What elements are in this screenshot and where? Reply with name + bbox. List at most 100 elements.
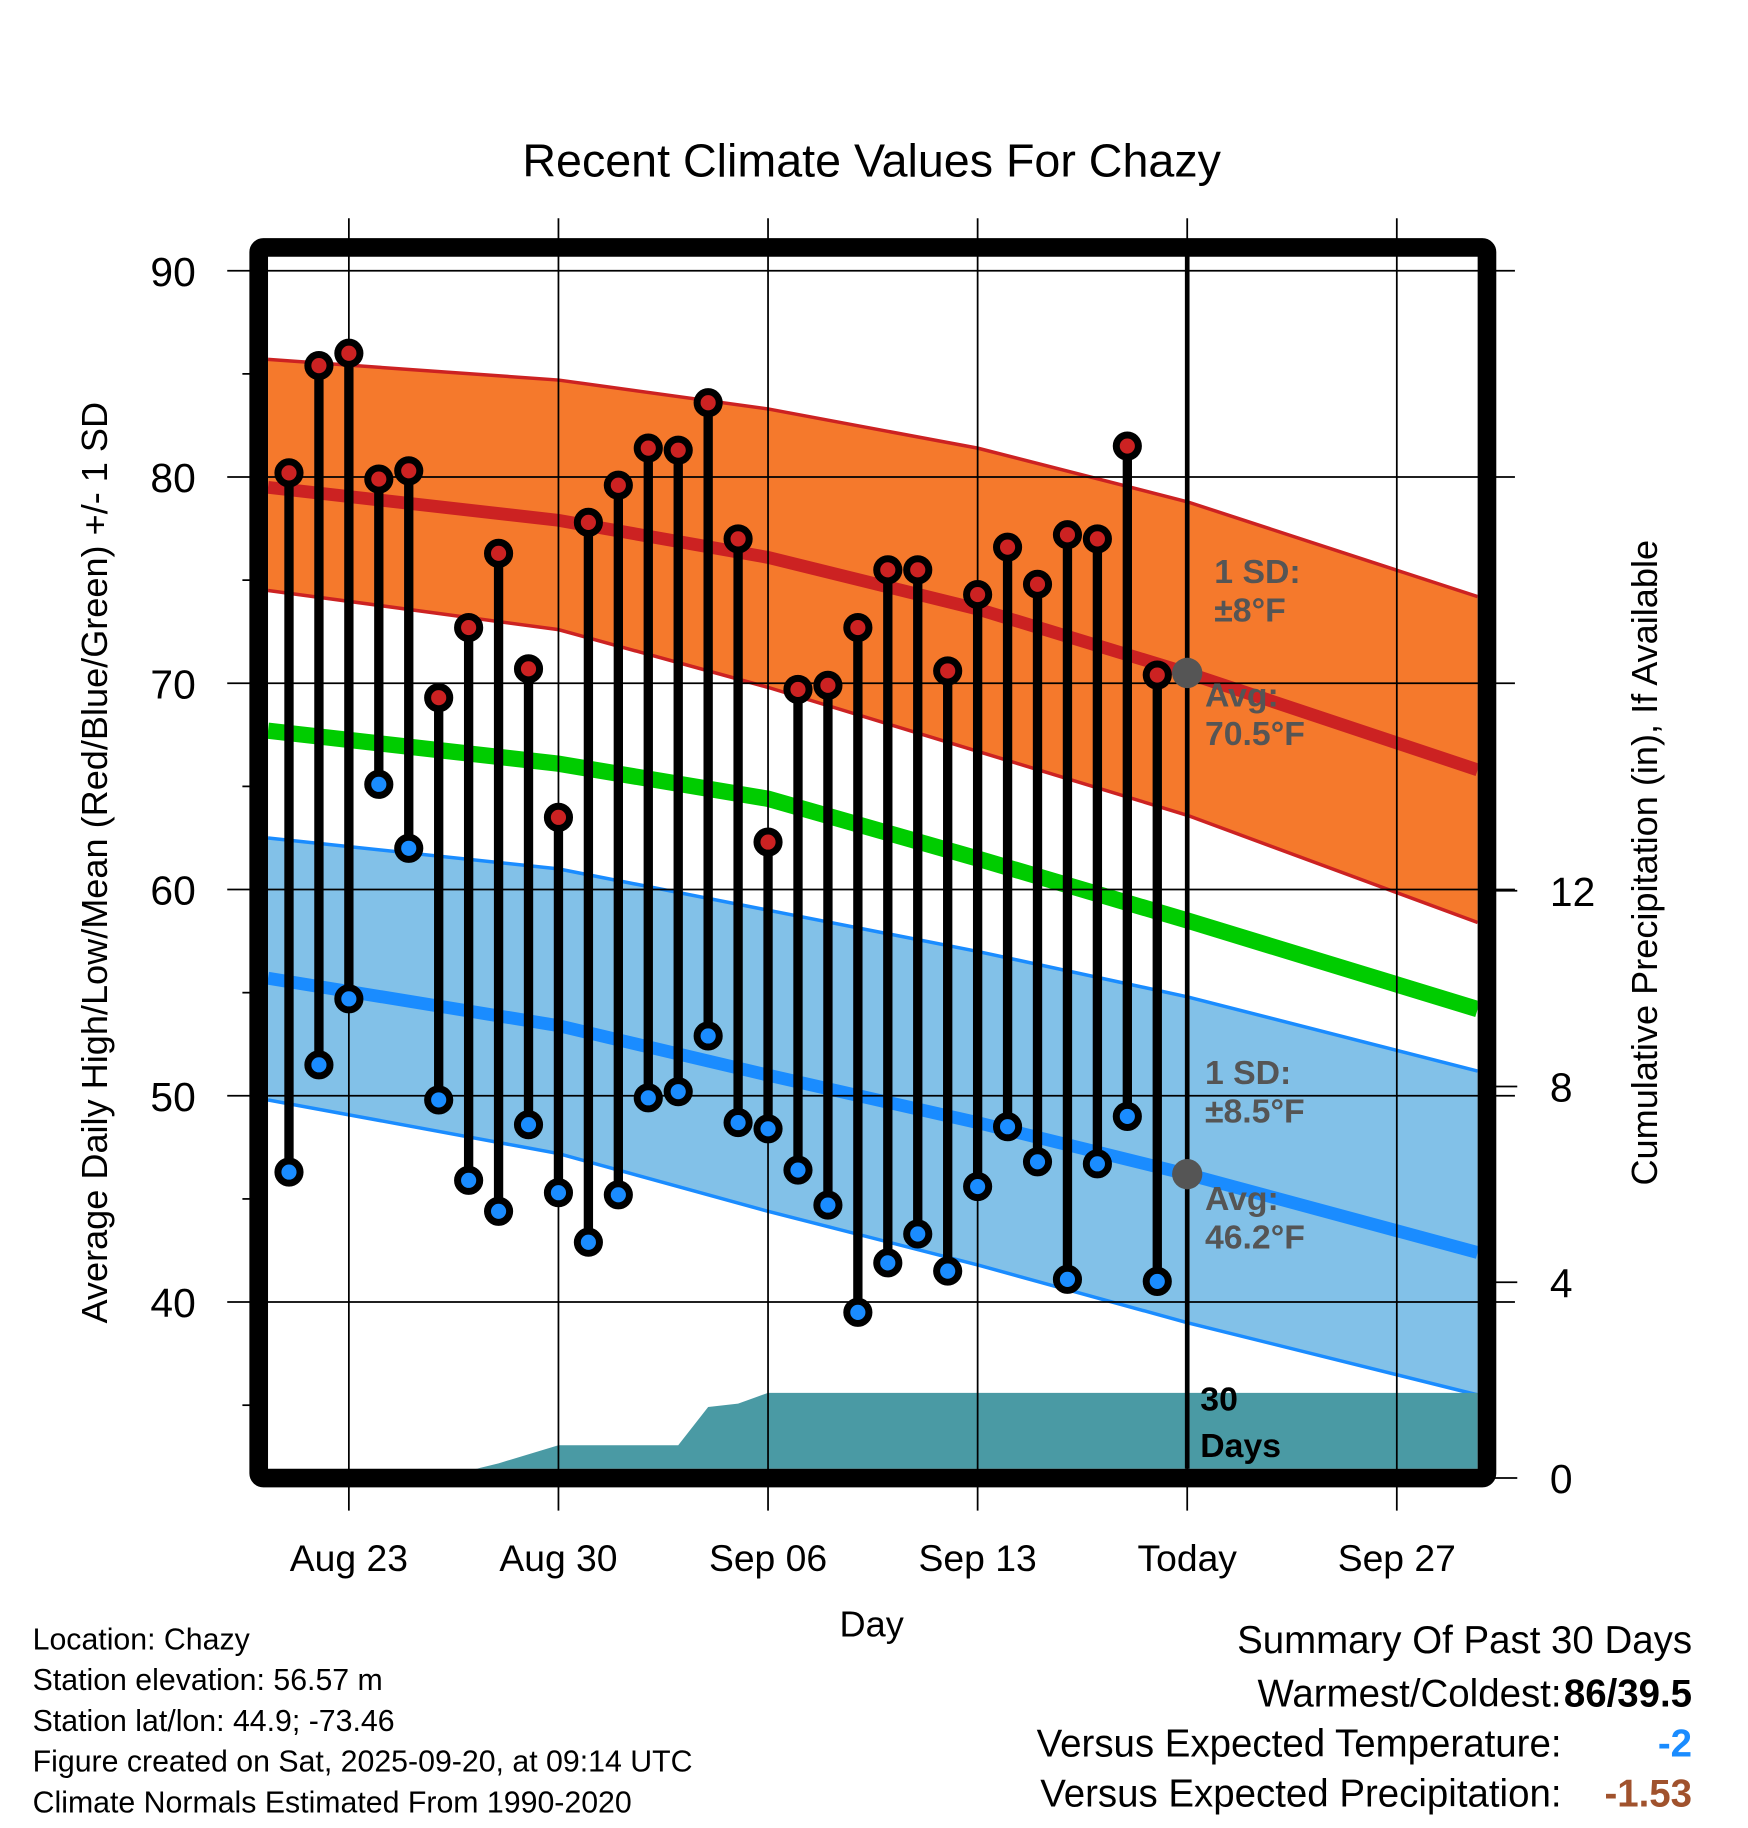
daily-low-point — [1082, 1149, 1112, 1179]
daily-low-point — [274, 1157, 304, 1187]
summary-label: Warmest/Coldest: — [1258, 1672, 1562, 1715]
daily-low-point — [723, 1108, 753, 1138]
daily-low-point — [963, 1171, 993, 1202]
x-tick-label: Aug 23 — [290, 1537, 408, 1579]
summary-value: -2 — [1658, 1723, 1692, 1766]
daily-high-point — [394, 456, 424, 486]
station-note: Station lat/lon: 44.9; -73.46 — [33, 1705, 395, 1738]
summary-value: -1.53 — [1604, 1773, 1692, 1816]
daily-high-point — [603, 470, 633, 500]
daily-high-point — [364, 464, 394, 494]
daily-high-point — [903, 555, 933, 585]
high-sd-upper-line — [268, 357, 1478, 599]
y-tick-label: 40 — [150, 1280, 195, 1326]
daily-high-point — [813, 670, 843, 700]
daily-high-point — [1052, 520, 1083, 550]
daily-high-point — [963, 580, 993, 610]
summary-value: 86/39.5 — [1564, 1672, 1692, 1715]
daily-high-point — [1142, 660, 1172, 690]
daily-high-point — [723, 524, 753, 554]
x-tick-label: Sep 27 — [1338, 1537, 1456, 1579]
daily-low-point — [753, 1114, 783, 1144]
daily-high-point — [513, 654, 544, 684]
daily-low-point — [633, 1083, 663, 1113]
daily-low-point — [424, 1085, 454, 1115]
daily-low-point — [543, 1178, 574, 1208]
x-tick-label: Sep 13 — [919, 1537, 1037, 1579]
daily-high-point — [663, 435, 693, 465]
daily-high-point — [454, 613, 484, 643]
x-tick-label: Today — [1137, 1537, 1237, 1579]
y2-axis-label: Cumulative Precipitation (in), If Availa… — [1624, 540, 1665, 1186]
daily-high-point — [633, 433, 663, 463]
daily-high-point — [933, 656, 963, 686]
low-normal-line — [268, 971, 1478, 1259]
daily-low-point — [873, 1248, 903, 1278]
daily-low-point — [993, 1112, 1023, 1142]
daily-high-point — [1112, 431, 1142, 461]
daily-low-point — [603, 1180, 633, 1210]
today-low-normal-marker — [1172, 1159, 1203, 1190]
summary-panel: Summary Of Past 30 Days Warmest/Coldest: 8… — [1037, 1619, 1692, 1816]
station-note: Location: Chazy — [33, 1623, 251, 1656]
daily-low-point — [364, 769, 394, 799]
daily-high-point — [693, 388, 723, 418]
daily-low-point — [1142, 1266, 1172, 1296]
daily-high-point — [843, 613, 873, 643]
low-sd-upper-line — [268, 836, 1478, 1073]
period-label-line2: Days — [1200, 1427, 1281, 1465]
daily-high-point — [424, 683, 454, 713]
chart-title: Recent Climate Values For Chazy — [522, 134, 1221, 186]
period-label-line1: 30 — [1200, 1380, 1238, 1418]
daily-low-point — [903, 1219, 933, 1249]
y-tick-label: 70 — [150, 661, 195, 707]
daily-low-point — [484, 1196, 514, 1226]
high-avg-label-line2: 70.5°F — [1205, 715, 1305, 753]
high-sd-lower-line — [268, 588, 1478, 925]
station-note: Station elevation: 56.57 m — [33, 1664, 383, 1697]
y-tick-label: 80 — [150, 455, 195, 501]
high-avg-label-line1: Avg: — [1205, 677, 1279, 715]
today-high-normal-marker — [1172, 657, 1203, 689]
daily-low-point — [843, 1297, 873, 1327]
precipitation-area — [476, 1392, 1478, 1469]
plot-content — [268, 357, 1478, 1469]
daily-low-point — [513, 1110, 544, 1140]
x-axis-label: Day — [840, 1604, 904, 1645]
daily-high-point — [274, 458, 304, 488]
daily-low-point — [933, 1256, 963, 1286]
summary-label: Versus Expected Precipitation: — [1040, 1773, 1561, 1816]
daily-high-point — [334, 338, 364, 368]
daily-low-point — [573, 1227, 603, 1257]
y-tick-label: 60 — [150, 868, 195, 914]
y-tick-label: 50 — [150, 1074, 195, 1120]
daily-low-point — [334, 984, 364, 1014]
low-sd-label-line1: 1 SD: — [1205, 1054, 1291, 1092]
low-avg-label-line2: 46.2°F — [1205, 1218, 1305, 1256]
daily-low-point — [304, 1050, 334, 1080]
station-note: Climate Normals Estimated From 1990-2020 — [33, 1786, 632, 1819]
y2-tick-label: 8 — [1550, 1065, 1573, 1111]
low-avg-label-line1: Avg: — [1205, 1180, 1279, 1218]
daily-high-point — [543, 802, 574, 832]
daily-low-point — [454, 1165, 484, 1195]
y2-tick-label: 4 — [1550, 1260, 1573, 1306]
daily-high-point — [573, 507, 603, 537]
station-note: Figure created on Sat, 2025-09-20, at 09… — [33, 1746, 693, 1779]
daily-high-point — [873, 555, 903, 585]
daily-low-point — [1022, 1147, 1053, 1177]
high-normal-line — [268, 480, 1478, 776]
low-sd-band — [268, 837, 1478, 1395]
daily-high-point — [1082, 524, 1112, 554]
x-tick-label: Aug 30 — [499, 1537, 617, 1579]
daily-high-point — [993, 532, 1023, 562]
y-axis-label: Average Daily High/Low/Mean (Red/Blue/Gr… — [74, 402, 115, 1324]
daily-low-point — [813, 1190, 843, 1220]
daily-high-point — [1022, 569, 1053, 599]
low-sd-label-line2: ±8.5°F — [1205, 1093, 1305, 1131]
daily-low-point — [1112, 1101, 1142, 1131]
plot-frame — [249, 238, 1497, 1488]
high-sd-band — [268, 359, 1478, 923]
daily-low-point — [693, 1021, 723, 1051]
